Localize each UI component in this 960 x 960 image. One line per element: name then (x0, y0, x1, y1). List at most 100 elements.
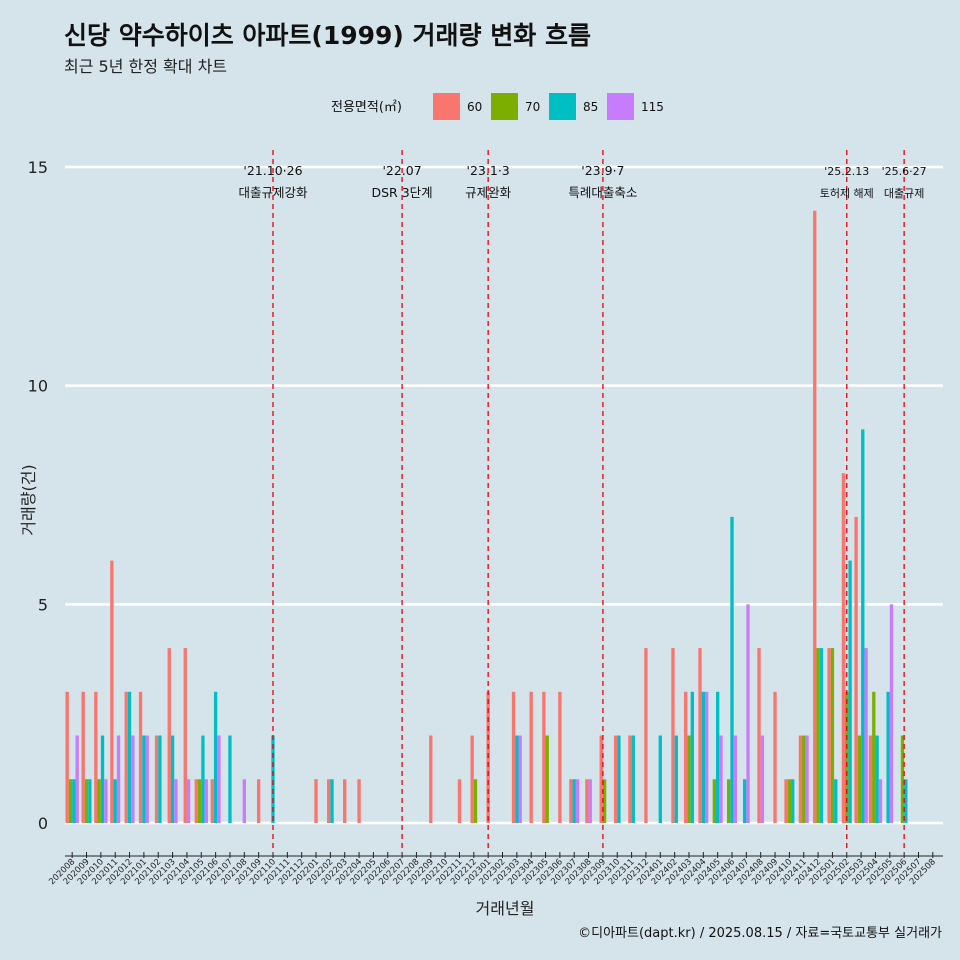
event-label-202207: DSR 3단계 (372, 185, 433, 200)
bar-202307-85 (572, 779, 576, 823)
grid-lines (65, 165, 943, 825)
bar-202405-115 (719, 735, 723, 823)
bar-202105-85 (201, 735, 205, 823)
bar-202408-115 (760, 735, 765, 823)
bar-202202-60 (327, 779, 331, 823)
bar-202502-60 (841, 473, 846, 823)
bar-202501-85 (834, 779, 838, 823)
bar-202505-85 (886, 691, 890, 823)
x-axis-title: 거래년월 (476, 899, 535, 918)
bar-202405-85 (716, 691, 720, 823)
bar-202407-115 (746, 604, 750, 823)
y-tick-label: 0 (38, 814, 48, 833)
event-lines: '21.10·26 대출규제강화 '22.07 DSR 3단계 '23.1·3 규제완화 '… (238, 150, 927, 852)
bar-202009-70 (84, 779, 89, 823)
bar-202308-60 (585, 779, 589, 823)
bar-202303-85 (515, 735, 519, 823)
bar-202411-60 (798, 735, 803, 823)
bar-202406-115 (733, 735, 738, 823)
bar-202305-60 (542, 691, 546, 823)
bar-202201-60 (314, 779, 318, 823)
bar-202504-60 (868, 735, 873, 823)
bar-202407-85 (743, 779, 747, 823)
bar-202303-60 (511, 691, 516, 823)
bar-202308-115 (588, 779, 592, 823)
bars (65, 210, 908, 824)
event-label-202502: 토허제 해제 (820, 186, 874, 200)
bar-202209-60 (429, 735, 433, 823)
bar-202008-85 (72, 779, 76, 823)
event-date-202309: '23.9·7 (581, 163, 624, 178)
bar-202404-85 (701, 691, 705, 823)
bar-202110-85 (271, 735, 275, 823)
source-caption: ©디아파트(dapt.kr) / 2025.08.15 / 자료=국토교통부 실… (578, 926, 942, 941)
legend-swatch-85 (549, 93, 576, 120)
bar-202403-70 (687, 735, 691, 823)
bar-202105-115 (204, 779, 208, 823)
bar-202012-85 (127, 691, 132, 823)
legend-swatch-115 (607, 93, 634, 120)
bar-202011-60 (110, 560, 114, 823)
bar-202412-85 (819, 648, 824, 823)
legend-label-115: 115 (641, 100, 664, 114)
bar-202101-85 (142, 735, 146, 823)
bar-202106-115 (217, 735, 221, 823)
legend-label-85: 85 (583, 100, 598, 114)
bar-202204-60 (357, 779, 361, 823)
bar-202501-70 (830, 648, 835, 823)
bar-202503-85 (861, 429, 865, 823)
bar-202101-115 (145, 735, 149, 823)
bar-202311-60 (628, 735, 632, 823)
bar-202107-85 (228, 735, 232, 823)
event-date-202506: '25.6·27 (882, 165, 927, 178)
bar-202406-70 (727, 779, 731, 823)
bar-202410-70 (787, 779, 792, 823)
bar-202406-85 (730, 516, 734, 823)
bar-202401-85 (658, 735, 662, 823)
bar-202211-60 (457, 779, 462, 823)
bar-202102-60 (154, 735, 159, 823)
y-tick-label: 15 (28, 158, 48, 177)
bar-202010-60 (94, 691, 98, 823)
bar-202410-85 (791, 779, 795, 823)
bar-202404-60 (698, 648, 702, 823)
legend-title: 전용면적(㎡) (331, 100, 402, 115)
bar-202504-70 (872, 691, 876, 823)
bar-202010-85 (100, 735, 105, 823)
bar-202404-115 (704, 691, 709, 823)
bar-202010-115 (104, 779, 108, 823)
bar-202306-60 (558, 691, 562, 823)
legend-swatch-60 (433, 93, 460, 120)
bar-202506-70 (900, 735, 905, 823)
bar-202008-60 (65, 691, 69, 823)
bar-202011-85 (113, 779, 117, 823)
bar-202109-60 (256, 779, 261, 823)
event-label-202309: 특례대출축소 (568, 185, 637, 200)
bar-202410-60 (784, 779, 788, 823)
bar-202203-60 (343, 779, 347, 823)
legend: 전용면적(㎡) 60 70 85 115 (331, 93, 664, 120)
bar-202009-85 (88, 779, 92, 823)
y-tick-label: 5 (38, 595, 48, 614)
bar-202501-60 (827, 648, 831, 823)
bar-202503-70 (857, 735, 862, 823)
bar-202412-60 (813, 210, 817, 824)
bar-202505-115 (889, 604, 894, 823)
bar-202011-115 (116, 735, 121, 823)
bar-202307-60 (569, 779, 573, 823)
bar-202309-70 (602, 779, 607, 823)
chart-subtitle: 최근 5년 한정 확대 차트 (64, 57, 228, 76)
bar-202012-60 (124, 691, 128, 823)
bar-202105-70 (197, 779, 202, 823)
bar-202305-70 (545, 735, 549, 823)
bar-202312-60 (644, 648, 648, 823)
bar-202503-115 (864, 648, 868, 823)
bar-202309-60 (599, 735, 603, 823)
bar-202504-85 (875, 735, 879, 823)
bar-202103-60 (167, 648, 171, 823)
bar-202104-115 (186, 779, 191, 823)
bar-202105-60 (194, 779, 198, 823)
bar-202411-70 (802, 735, 806, 823)
bar-202108-115 (242, 779, 246, 823)
